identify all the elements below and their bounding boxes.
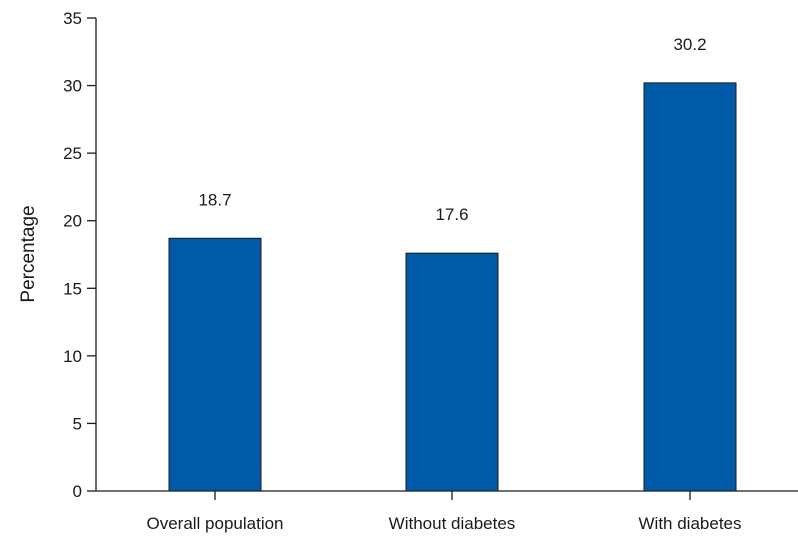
- y-tick-label: 30: [63, 77, 82, 96]
- x-tick-label: Overall population: [146, 514, 283, 533]
- y-tick-label: 25: [63, 144, 82, 163]
- data-label: 30.2: [673, 35, 706, 54]
- bar: [643, 82, 737, 492]
- labels: 18.7 Overall population 17.6 Without diabet…: [146, 35, 741, 533]
- bars: [168, 82, 737, 492]
- y-tick-label: 35: [63, 9, 82, 28]
- y-tick-label: 15: [63, 279, 82, 298]
- data-label: 17.6: [435, 205, 468, 224]
- x-tick-label: Without diabetes: [389, 514, 516, 533]
- data-label: 18.7: [198, 190, 231, 209]
- y-tick-label: 10: [63, 347, 82, 366]
- bar: [168, 237, 262, 492]
- y-tick-label: 0: [73, 482, 82, 501]
- bar: [405, 252, 499, 492]
- x-tick-label: With diabetes: [639, 514, 742, 533]
- y-tick-label: 20: [63, 212, 82, 231]
- y-axis-title: Percentage: [18, 205, 39, 302]
- y-tick-label: 5: [73, 414, 82, 433]
